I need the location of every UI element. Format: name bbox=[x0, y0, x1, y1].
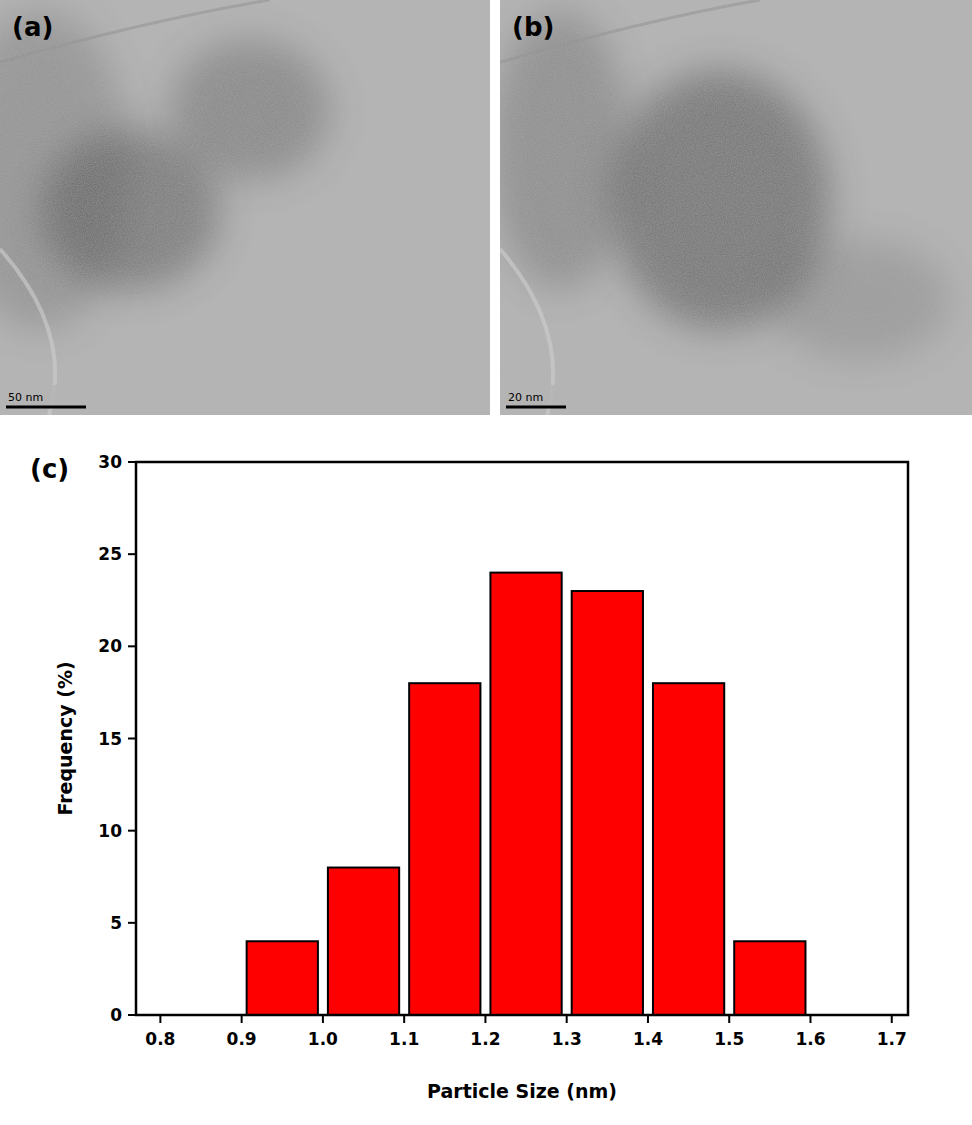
x-tick bbox=[891, 1015, 893, 1023]
panel-label: (c) bbox=[30, 454, 69, 484]
bars bbox=[247, 573, 806, 1015]
y-axis-title: Frequency (%) bbox=[54, 661, 76, 815]
x-tick-label: 1.4 bbox=[633, 1029, 663, 1049]
histogram-bar bbox=[653, 683, 724, 1015]
x-tick-label: 1.3 bbox=[552, 1029, 582, 1049]
x-tick-label: 1.5 bbox=[714, 1029, 744, 1049]
x-tick-label: 1.6 bbox=[795, 1029, 825, 1049]
tem-noise bbox=[500, 0, 972, 415]
y-tick bbox=[128, 738, 136, 740]
x-tick-label: 1.0 bbox=[308, 1029, 338, 1049]
tem-noise bbox=[0, 0, 490, 415]
y-tick-label: 20 bbox=[98, 636, 122, 656]
tem-panel: (b) 20 nm bbox=[490, 0, 972, 415]
y-tick-label: 30 bbox=[98, 452, 122, 472]
x-tick-label: 1.7 bbox=[877, 1029, 907, 1049]
panel-label: (a) bbox=[12, 12, 53, 42]
y-tick bbox=[128, 461, 136, 463]
histogram-bar bbox=[409, 683, 480, 1015]
histogram-chart: (c) 0 5 10 15 20 25 30 0.8 0.9 1.0 1.1 1.2 1.3 1.4 1.5 1… bbox=[30, 452, 908, 1102]
y-tick bbox=[128, 553, 136, 555]
histogram-bar bbox=[490, 573, 561, 1015]
x-tick-label: 1.2 bbox=[470, 1029, 500, 1049]
scale-bar-ground bbox=[504, 385, 572, 407]
y-tick bbox=[128, 645, 136, 647]
x-tick bbox=[159, 1015, 161, 1023]
scale-bar bbox=[6, 406, 86, 409]
x-tick bbox=[241, 1015, 243, 1023]
x-axis-title: Particle Size (nm) bbox=[427, 1080, 617, 1102]
tem-background bbox=[500, 0, 972, 415]
y-tick-label: 15 bbox=[98, 729, 122, 749]
scale-bar-ground bbox=[4, 385, 92, 407]
x-tick bbox=[566, 1015, 568, 1023]
scale-bar bbox=[506, 406, 566, 409]
y-tick bbox=[128, 830, 136, 832]
y-tick bbox=[128, 922, 136, 924]
y-tick-label: 10 bbox=[98, 821, 122, 841]
x-tick bbox=[484, 1015, 486, 1023]
tem-image bbox=[500, 0, 972, 415]
scale-bar-label: 50 nm bbox=[8, 391, 43, 404]
tem-background bbox=[0, 0, 490, 415]
y-tick bbox=[128, 1014, 136, 1016]
figure: (a) 50 nm (b) 20 nm (c) 0 5 10 15 20 25 30 0.8 0.9 1.0… bbox=[0, 0, 972, 1125]
panel-label: (b) bbox=[512, 12, 554, 42]
histogram-bar bbox=[734, 941, 805, 1015]
plot-frame bbox=[136, 462, 908, 1015]
x-tick bbox=[647, 1015, 649, 1023]
x-tick bbox=[322, 1015, 324, 1023]
histogram-bar bbox=[247, 941, 318, 1015]
x-tick-label: 0.9 bbox=[227, 1029, 257, 1049]
histogram-bar bbox=[328, 868, 399, 1015]
tem-image bbox=[0, 0, 490, 415]
x-tick bbox=[728, 1015, 730, 1023]
x-tick bbox=[809, 1015, 811, 1023]
y-tick-label: 25 bbox=[98, 544, 122, 564]
x-tick-label: 1.1 bbox=[389, 1029, 419, 1049]
x-tick bbox=[403, 1015, 405, 1023]
histogram-bar bbox=[572, 591, 643, 1015]
scale-bar-label: 20 nm bbox=[508, 391, 543, 404]
y-tick-label: 0 bbox=[110, 1005, 122, 1025]
y-tick-label: 5 bbox=[110, 913, 122, 933]
tem-panel: (a) 50 nm bbox=[0, 0, 490, 415]
x-tick-label: 0.8 bbox=[145, 1029, 175, 1049]
